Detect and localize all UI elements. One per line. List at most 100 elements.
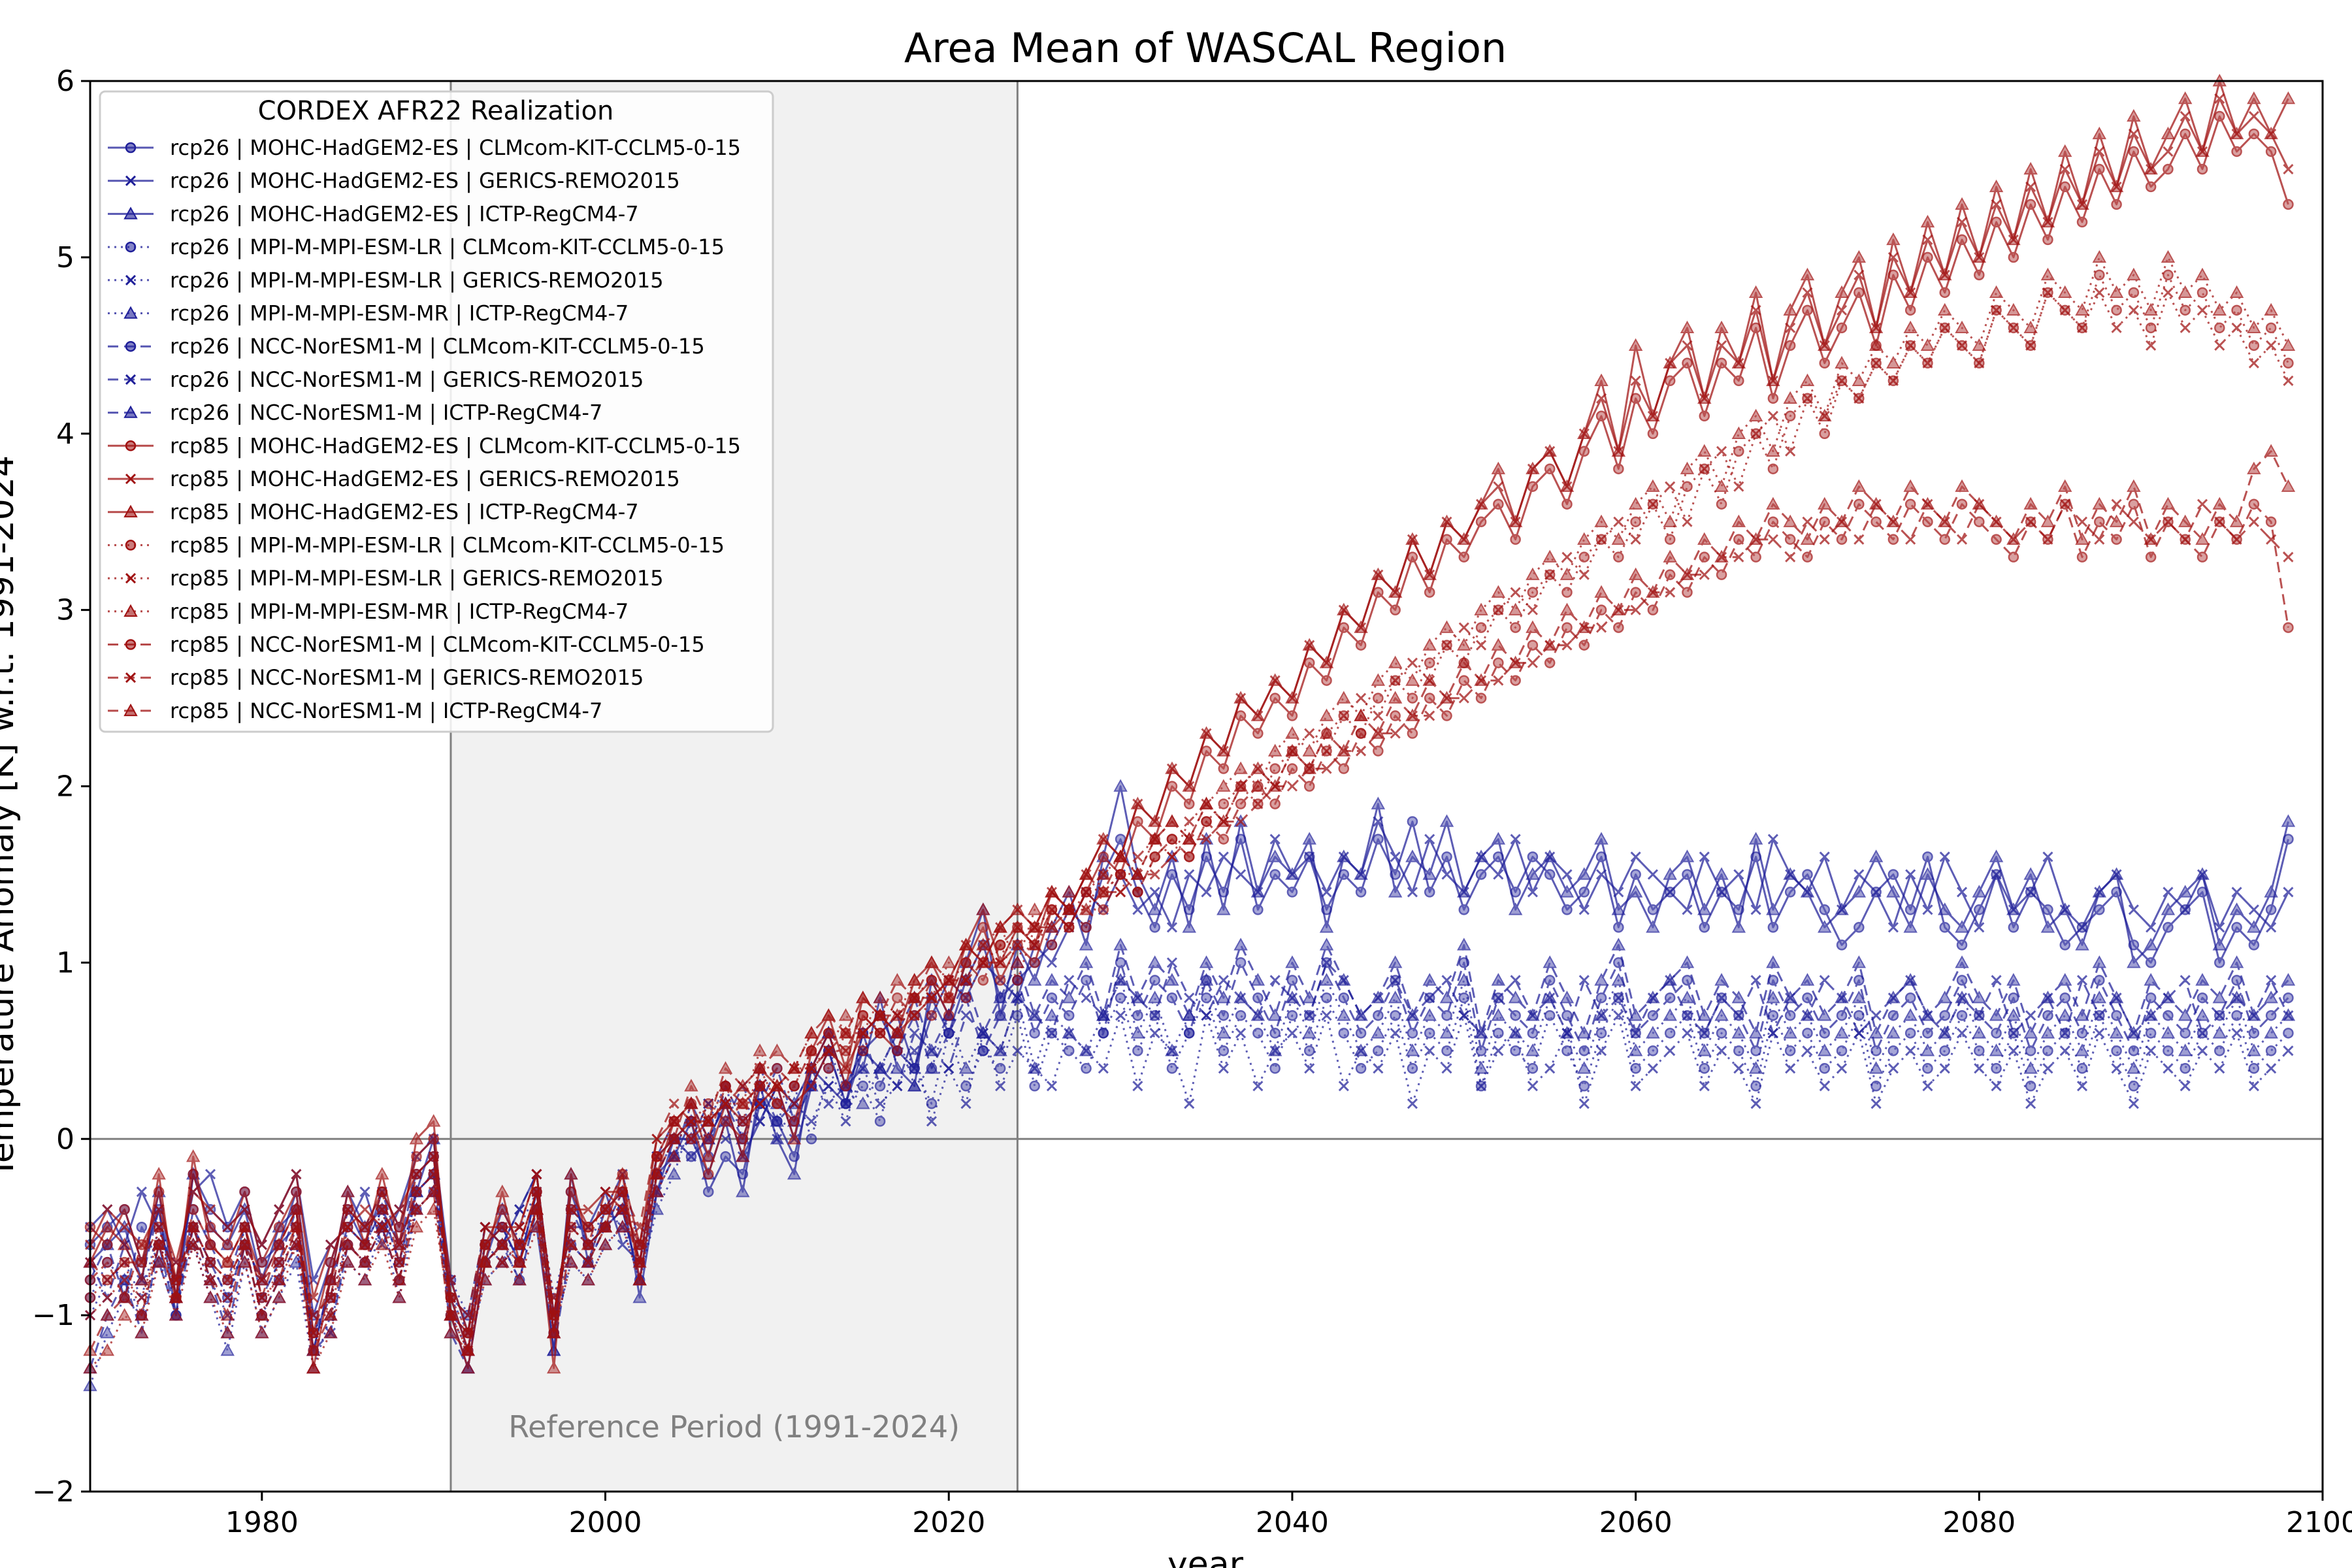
series-9-point <box>1508 990 1523 1004</box>
series-1-point <box>1355 887 1367 898</box>
series-8-point <box>1046 1028 1058 1039</box>
series-3-point <box>1217 902 1231 915</box>
series-6-point <box>1405 1043 1420 1056</box>
series-4-point <box>1544 1010 1556 1021</box>
series-13-point <box>2163 269 2174 281</box>
series-5-point <box>2008 1045 2019 1056</box>
series-1-point <box>2231 922 2242 933</box>
series-6-point <box>1972 1026 1987 1039</box>
series-10-point <box>2059 181 2070 193</box>
series-8-point <box>2197 1028 2208 1039</box>
series-4-point <box>2248 1063 2260 1074</box>
series-7-point <box>1475 1045 1487 1056</box>
y-tick-label: 6 <box>56 65 74 98</box>
series-1-point <box>1115 834 1126 845</box>
series-10-point <box>2231 146 2242 157</box>
series-2-point <box>1424 834 1435 845</box>
series-4-point <box>926 1098 938 1109</box>
series-10-point <box>2008 252 2019 263</box>
series-11-point <box>256 1239 267 1250</box>
legend-item: rcp85 | NCC-NorESM1-M | CLMcom-KIT-CCLM5… <box>108 632 705 657</box>
series-13-point <box>857 1045 869 1056</box>
series-10-point <box>2283 199 2294 210</box>
series-2-point <box>1905 869 1916 880</box>
series-13-point <box>1269 763 1281 774</box>
series-1-point <box>1784 887 1796 898</box>
series-7-point <box>1029 1028 1040 1039</box>
series-1-point <box>1373 834 1384 845</box>
series-16-point <box>960 957 972 968</box>
series-1-point <box>1578 887 1590 898</box>
legend-item: rcp85 | NCC-NorESM1-M | ICTP-RegCM4-7 <box>108 698 602 723</box>
series-9-point <box>1766 955 1780 968</box>
series-7-point <box>1544 975 1556 986</box>
series-3-point <box>2281 814 2296 827</box>
series-7-point <box>840 1098 851 1109</box>
series-3-point <box>1920 867 1935 880</box>
series-10-point <box>1355 640 1367 651</box>
series-9-point <box>1577 1026 1592 1039</box>
series-3-point <box>1027 973 1042 986</box>
series-2-point <box>2042 851 2053 862</box>
series-2-point <box>1819 851 1830 862</box>
series-2-point <box>1699 851 1710 862</box>
legend-item-label: rcp26 | MPI-M-MPI-ESM-LR | CLMcom-KIT-CC… <box>170 235 725 259</box>
series-2-point <box>1561 869 1573 880</box>
series-5-point <box>2111 1063 2122 1074</box>
series-9-point <box>1045 973 1059 986</box>
series-16-point <box>1493 657 1504 668</box>
series-8-point <box>2059 1028 2070 1039</box>
series-5-point <box>1235 1028 1247 1039</box>
series-1-point <box>1854 922 1865 933</box>
legend-item-label: rcp26 | NCC-NorESM1-M | ICTP-RegCM4-7 <box>170 400 602 425</box>
series-16-point <box>273 1239 285 1250</box>
series-4-point <box>1561 1045 1573 1056</box>
series-6-point <box>2006 1008 2021 1021</box>
series-8-point <box>1064 975 1075 986</box>
series-1-point <box>1475 869 1487 880</box>
series-5-point <box>1905 1045 1916 1056</box>
series-1-point <box>1956 939 1968 951</box>
reference-period-label: Reference Period (1991-2024) <box>508 1409 960 1445</box>
legend-item: rcp26 | NCC-NorESM1-M | CLMcom-KIT-CCLM5… <box>108 334 705 359</box>
series-13-point <box>2265 322 2277 334</box>
series-8-point <box>1819 975 1830 986</box>
series-2-point <box>1184 869 1195 880</box>
series-1-point <box>1836 939 1848 951</box>
series-3-point <box>632 1290 647 1303</box>
series-10-point <box>2094 163 2105 175</box>
series-7-point <box>2008 992 2019 1004</box>
series-8-point <box>1682 1010 1693 1021</box>
series-10-point <box>1321 675 1332 686</box>
series-9-point <box>1628 1008 1643 1021</box>
series-4-point <box>1201 992 1212 1004</box>
series-3-point <box>1147 902 1162 915</box>
series-16-point <box>1218 834 1230 845</box>
series-6-point <box>1045 1008 1059 1021</box>
series-16-point <box>1390 710 1401 721</box>
series-5-point <box>2231 1028 2242 1039</box>
series-8-point <box>1458 1010 1469 1021</box>
series-9-point <box>1371 990 1386 1004</box>
series-5-point <box>2025 1098 2036 1109</box>
series-1-point <box>720 1151 731 1162</box>
series-5-point <box>1132 1081 1143 1092</box>
series-1-point <box>1819 904 1830 915</box>
series-5-point <box>1956 1028 1968 1039</box>
series-6-point <box>1217 1026 1231 1039</box>
series-5-point <box>857 1063 868 1074</box>
legend-item-label: rcp26 | MPI-M-MPI-ESM-LR | GERICS-REMO20… <box>170 268 664 293</box>
series-5-point <box>2283 1045 2294 1056</box>
series-7-point <box>1081 975 1092 986</box>
series-6-point <box>2178 1043 2193 1056</box>
series-2-point <box>1630 851 1641 862</box>
series-7-point <box>1441 1010 1452 1021</box>
legend-item-label: rcp26 | MPI-M-MPI-ESM-MR | ICTP-RegCM4-7 <box>170 301 629 326</box>
series-16-point <box>1887 534 1899 545</box>
legend-item: rcp85 | MOHC-HadGEM2-ES | ICTP-RegCM4-7 <box>108 500 639 525</box>
series-6-point <box>1165 1043 1179 1056</box>
series-16-point <box>1132 887 1143 898</box>
series-5-point <box>1166 1045 1177 1056</box>
series-8-point <box>1854 1028 1865 1039</box>
series-16-point <box>1303 781 1315 792</box>
